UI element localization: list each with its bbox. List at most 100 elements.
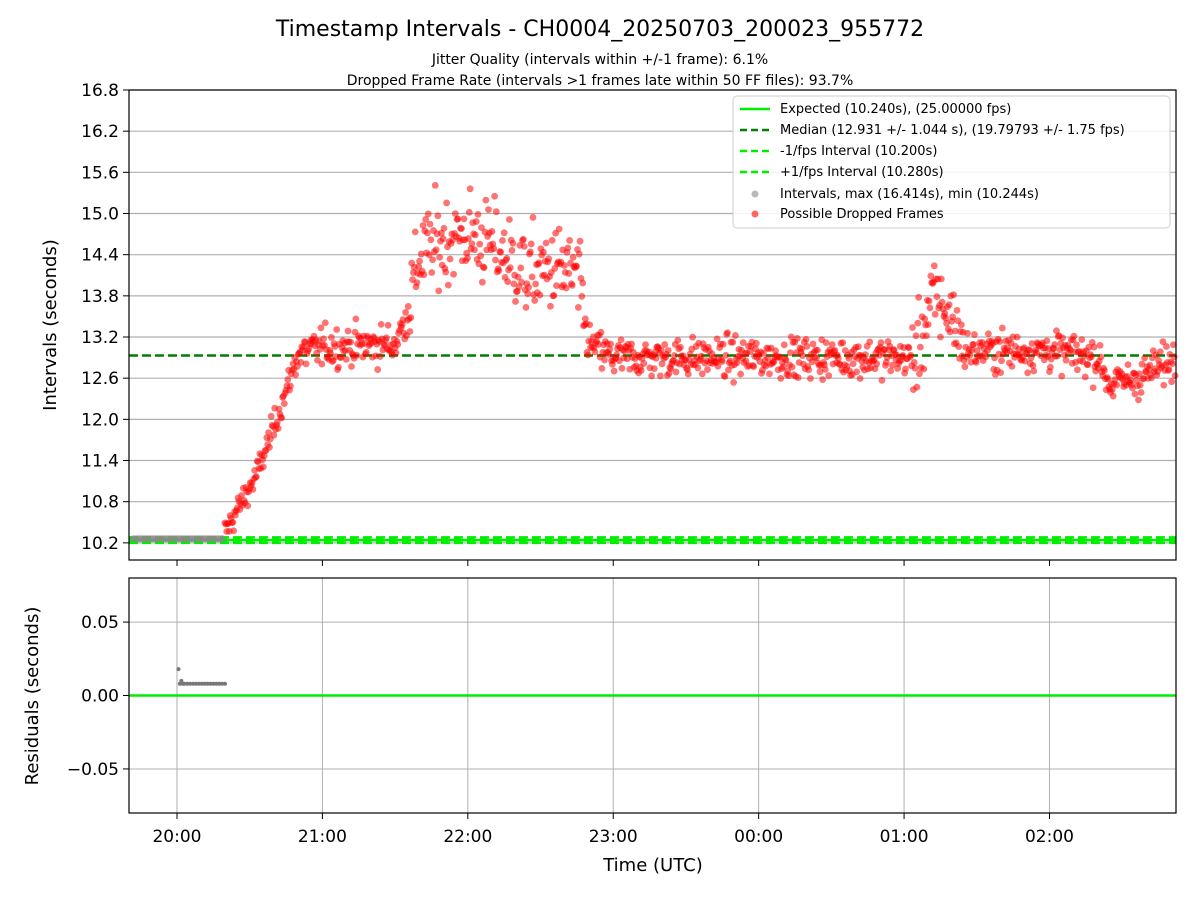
dropped-frame-point <box>578 292 586 300</box>
dropped-frame-point <box>1169 341 1177 349</box>
dropped-frame-point <box>477 252 485 260</box>
dropped-frame-point <box>480 264 488 272</box>
dropped-frame-point <box>777 375 785 382</box>
dropped-frame-point <box>916 370 923 378</box>
dropped-frame-point <box>1156 348 1164 356</box>
residual-point <box>217 681 222 686</box>
dropped-frame-point <box>347 338 355 346</box>
intervals-y-tick-label: 12.0 <box>81 410 119 430</box>
dropped-frame-point <box>1085 343 1093 351</box>
dropped-frame-point <box>429 256 437 264</box>
dropped-frame-point <box>985 330 992 338</box>
dropped-frame-point <box>420 271 428 279</box>
dropped-frame-point <box>320 335 327 343</box>
dropped-frame-point <box>713 335 721 343</box>
intervals-y-ticks: 10.2 10.8 11.4 12.0 12.6 13.2 13.8 14.4 15.0 15.6… <box>81 81 129 554</box>
dropped-frame-point <box>1081 373 1089 381</box>
dropped-frame-point <box>394 341 402 348</box>
dropped-frame-point <box>926 304 934 312</box>
dropped-frame-point <box>731 332 739 339</box>
dropped-frame-point <box>780 341 788 349</box>
dropped-frame-point <box>471 246 478 254</box>
dropped-frame-point <box>998 357 1005 365</box>
dropped-frame-point <box>1073 341 1080 349</box>
dropped-frame-point <box>684 370 692 378</box>
dropped-frame-point <box>721 373 729 380</box>
intervals-y-tick-label: 16.8 <box>81 81 119 101</box>
dropped-frame-point <box>931 310 939 318</box>
intervals-y-tick-label: 15.0 <box>81 205 119 225</box>
dropped-frame-point <box>413 279 421 287</box>
dropped-frame-point <box>292 371 300 379</box>
dropped-frame-point <box>970 341 977 348</box>
dropped-frame-point <box>902 365 909 373</box>
dropped-frame-point <box>458 225 465 233</box>
dropped-frame-point <box>746 348 754 355</box>
dropped-frame-point <box>822 339 830 346</box>
dropped-frame-point <box>432 246 440 254</box>
dropped-frame-point <box>497 248 505 256</box>
dropped-frame-point <box>275 405 283 413</box>
dropped-frame-point <box>617 336 625 344</box>
dropped-frame-point <box>488 228 496 235</box>
dropped-frame-point <box>951 327 959 335</box>
dropped-frame-point <box>921 315 929 323</box>
residual-point <box>193 681 198 686</box>
dropped-frame-point <box>553 282 560 290</box>
dropped-frame-point <box>428 269 436 276</box>
dropped-frame-point <box>529 214 537 221</box>
dropped-frame-point <box>920 365 928 373</box>
dropped-frame-point <box>460 215 468 223</box>
dropped-frame-point <box>273 418 281 426</box>
dropped-frame-point <box>527 240 535 248</box>
dropped-frame-point <box>657 346 665 354</box>
dropped-frame-point <box>439 235 447 243</box>
dropped-frame-point <box>825 372 833 380</box>
dropped-frame-point <box>509 239 517 247</box>
dropped-frame-point <box>564 244 572 252</box>
dropped-frame-point <box>1062 356 1070 364</box>
dropped-frame-point <box>1135 396 1142 404</box>
chart-subtitle-jitter: Jitter Quality (intervals within +/-1 fr… <box>431 52 768 68</box>
dropped-frame-point <box>1029 362 1037 369</box>
dropped-frame-point <box>377 320 385 328</box>
residuals-y-tick-label: 0.05 <box>81 613 119 633</box>
dropped-frame-point <box>742 357 750 365</box>
dropped-frame-point <box>658 360 666 368</box>
dropped-frame-point <box>404 303 412 310</box>
dropped-frame-point <box>280 400 288 408</box>
dropped-frame-point <box>845 354 853 362</box>
dropped-frame-point <box>419 222 427 229</box>
dropped-frame-point <box>1026 346 1033 354</box>
dropped-frame-point <box>230 527 238 535</box>
dropped-frame-point <box>912 332 920 340</box>
x-tick-label: 01:00 <box>880 827 929 847</box>
dropped-frame-point <box>565 270 573 277</box>
dropped-frame-point <box>436 253 444 261</box>
dropped-frame-point <box>532 280 539 288</box>
dropped-frame-point <box>1109 392 1117 400</box>
dropped-frame-point <box>704 366 711 373</box>
dropped-frame-point <box>802 336 810 343</box>
dropped-frame-point <box>907 351 915 359</box>
dropped-frame-point <box>407 314 415 321</box>
dropped-frame-point <box>504 278 512 285</box>
dropped-frame-point <box>1084 361 1092 369</box>
dropped-frame-point <box>427 236 435 244</box>
intervals-y-tick-label: 11.4 <box>81 452 119 472</box>
dropped-frame-point <box>259 463 267 471</box>
dropped-frame-point <box>640 360 648 367</box>
dropped-frame-point <box>1013 333 1021 341</box>
dropped-frame-point <box>335 363 342 371</box>
dropped-frame-point <box>1024 369 1032 377</box>
dropped-frame-point <box>927 272 935 280</box>
dropped-frame-point <box>856 375 864 382</box>
dropped-frame-point <box>517 264 525 272</box>
dropped-frame-point <box>1059 334 1066 342</box>
dropped-frame-point <box>1131 390 1139 398</box>
dropped-frame-point <box>352 315 360 323</box>
dropped-frame-point <box>946 328 954 336</box>
residual-point <box>208 681 213 686</box>
dropped-frame-point <box>943 319 950 327</box>
dropped-frame-point <box>526 248 534 256</box>
